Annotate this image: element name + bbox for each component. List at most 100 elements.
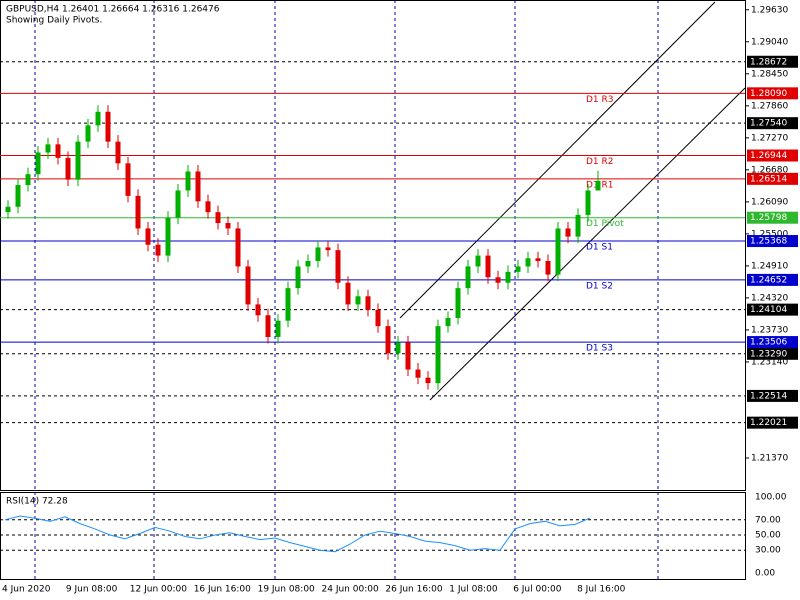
rsi-tick-label: 70.00 (755, 515, 781, 525)
y-tick-label: 1.23140 (751, 357, 788, 367)
candle-body (445, 317, 451, 327)
rsi-tick-label: 0.00 (755, 569, 775, 579)
y-tick-label: 1.26090 (751, 197, 788, 207)
pivot-badge (747, 273, 798, 286)
candle-body (125, 163, 131, 196)
level-label: 1.22514 (750, 391, 787, 401)
candle-body (385, 326, 391, 354)
chart-title: GBPUSD,H4 1.26401 1.26664 1.26316 1.2647… (6, 5, 220, 15)
pivot-badge (747, 336, 798, 349)
candle-body (295, 266, 301, 289)
candle-body (585, 190, 591, 215)
candle-body (455, 288, 461, 318)
candle-body (475, 255, 481, 267)
candle-body (55, 144, 61, 158)
rsi-tick-label: 100.00 (755, 493, 787, 503)
y-tick-label: 1.24320 (751, 293, 788, 303)
y-tick-label: 1.29040 (751, 37, 788, 47)
channel-lines (399, 1, 746, 401)
candle-body (535, 258, 541, 262)
candle-body (15, 185, 21, 207)
level-label: 1.22021 (750, 418, 787, 428)
pivot-badge (747, 235, 798, 248)
level-badge (747, 303, 798, 316)
y-tick-label: 1.24910 (751, 261, 788, 271)
level-badge (747, 117, 798, 130)
x-tick-label: 6 Jul 00:00 (513, 585, 562, 595)
y-tick-label: 1.23730 (751, 325, 788, 335)
candle-body (135, 195, 141, 229)
x-tick-label: 16 Jun 16:00 (194, 585, 251, 595)
pivot-label: 1.23506 (750, 338, 787, 348)
pivot-label: 1.26514 (750, 174, 787, 184)
chart-subtitle: Showing Daily Pivots. (6, 16, 102, 26)
x-tick-label: 24 Jun 00:00 (322, 585, 379, 595)
pivot-badge (747, 87, 798, 100)
level-badge (747, 55, 798, 68)
x-tick-label: 8 Jul 16:00 (577, 585, 626, 595)
y-tick-label: 1.26680 (751, 165, 788, 175)
pivot-label: 1.25368 (750, 237, 787, 247)
candle-body (175, 190, 181, 218)
candle-body (265, 315, 271, 337)
x-tick-label: 12 Jun 00:00 (130, 585, 187, 595)
pivot-label: 1.24652 (750, 275, 787, 285)
pivot-name: D1 S1 (586, 243, 613, 253)
candle-body (525, 258, 531, 267)
candle-body (45, 144, 51, 153)
candle-body (155, 244, 161, 256)
pivot-badge (747, 149, 798, 162)
candle-body (205, 201, 211, 213)
candle-body (65, 157, 71, 180)
x-tick-label: 4 Jun 2020 (2, 585, 51, 595)
candle-body (25, 174, 31, 186)
candle-body (35, 152, 41, 175)
candle-body (315, 247, 321, 262)
candle-body (285, 288, 291, 321)
level-label: 1.27540 (750, 119, 787, 129)
y-tick-label: 1.21370 (751, 453, 788, 463)
candle-body (415, 369, 421, 378)
candle-body (515, 266, 521, 272)
candle-body (465, 266, 471, 289)
candle-body (225, 223, 231, 229)
candle-body (425, 377, 431, 384)
y-tick-label: 1.27270 (751, 133, 788, 143)
candle-body (95, 111, 101, 126)
candle-body (395, 342, 401, 354)
candle-body (365, 296, 371, 310)
pivot-label: 1.25798 (750, 213, 787, 223)
candle-body (325, 247, 331, 251)
candle-body (595, 180, 601, 191)
pivot-name: D1 R3 (586, 95, 614, 105)
y-tick-label: 1.28450 (751, 69, 788, 79)
candle-body (575, 214, 581, 237)
level-label: 1.23290 (750, 349, 787, 359)
level-badge (747, 416, 798, 429)
candle-body (115, 141, 121, 164)
pivot-label: 1.28090 (750, 89, 787, 99)
candle-body (275, 320, 281, 337)
candle-body (215, 212, 221, 224)
pivot-label: 1.26944 (750, 151, 787, 161)
y-tick-label: 1.27860 (751, 101, 788, 111)
candle-body (85, 125, 91, 142)
pivot-name: D1 Pivot (586, 219, 624, 229)
x-tick-label: 1 Jul 08:00 (449, 585, 498, 595)
candle-body (5, 206, 11, 213)
rsi-tick-label: 50.00 (755, 531, 781, 541)
candle-body (405, 342, 411, 370)
level-label: 1.24104 (750, 305, 787, 315)
x-tick-label: 19 Jun 08:00 (258, 585, 315, 595)
candle-body (545, 261, 551, 275)
candle-body (195, 171, 201, 202)
candle-body (185, 171, 191, 191)
candle-body (555, 228, 561, 275)
candle-body (255, 304, 261, 316)
pivot-name: D1 S2 (586, 281, 613, 291)
candle-body (165, 217, 171, 256)
candle-body (565, 228, 571, 237)
rsi-tick-label: 30.00 (755, 546, 781, 556)
x-tick-label: 26 Jun 16:00 (385, 585, 442, 595)
